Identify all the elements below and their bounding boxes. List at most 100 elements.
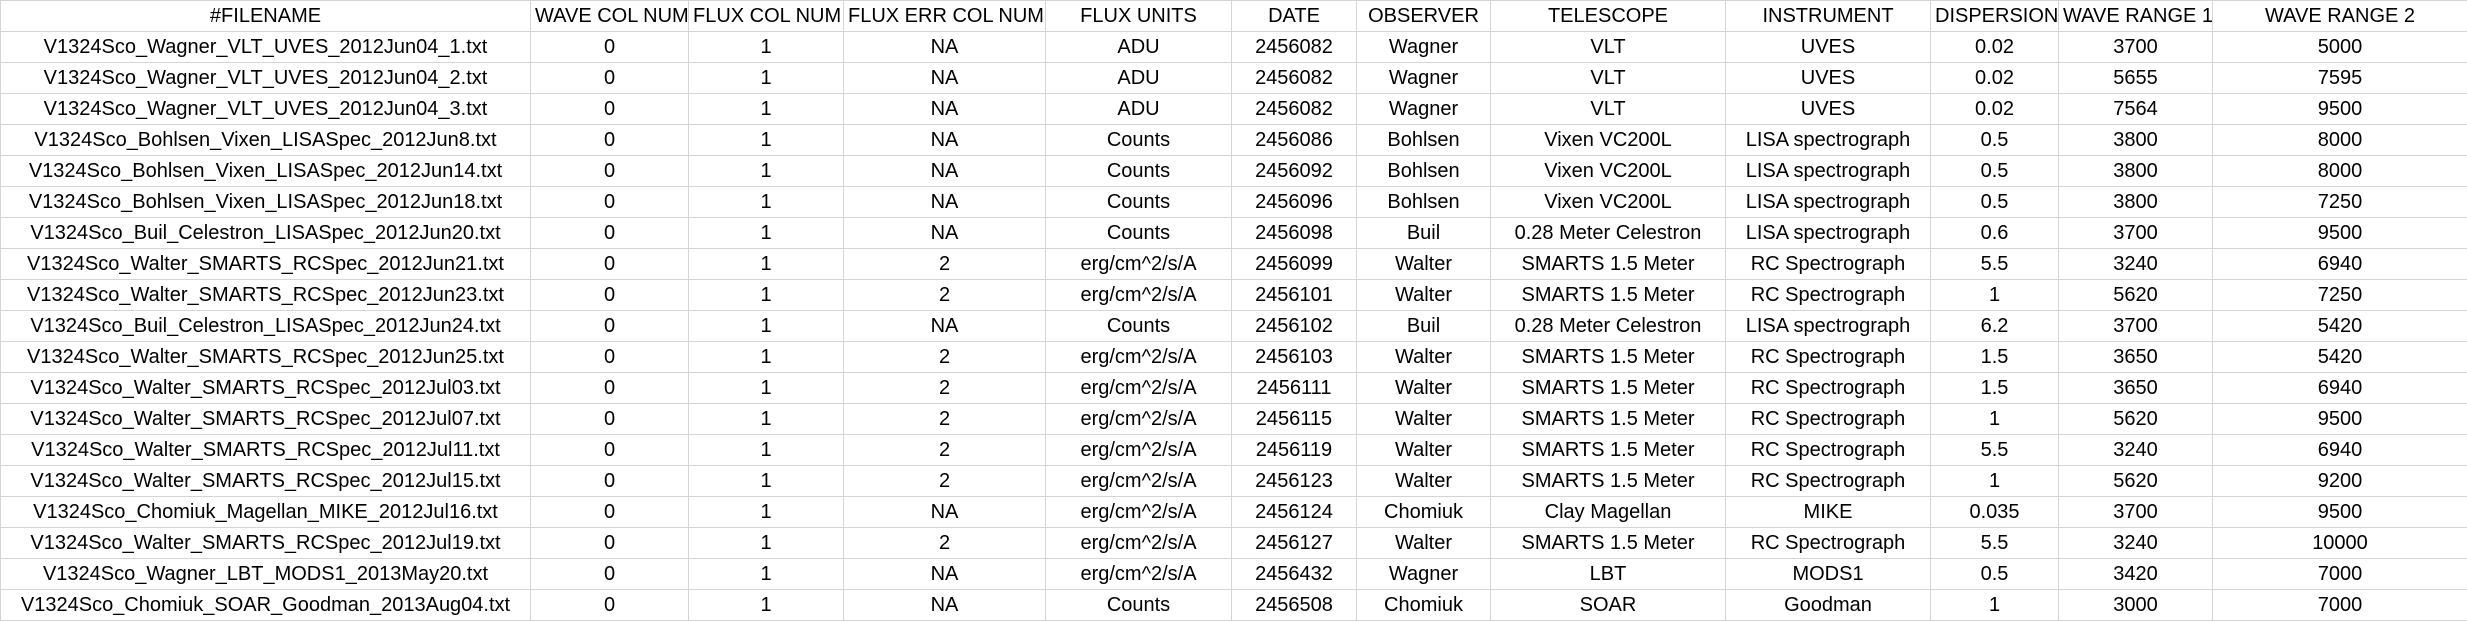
cell-wave-range-1[interactable]: 3000 <box>2059 590 2213 621</box>
cell-dispersion[interactable]: 0.02 <box>1931 94 2059 125</box>
cell-wave-range-2[interactable]: 7000 <box>2213 559 2467 590</box>
header-wave-col-num[interactable]: WAVE COL NUM <box>531 1 689 32</box>
cell-flux-units[interactable]: erg/cm^2/s/A <box>1046 342 1232 373</box>
cell-filename[interactable]: V1324Sco_Chomiuk_Magellan_MIKE_2012Jul16… <box>1 497 531 528</box>
cell-wave-range-1[interactable]: 3700 <box>2059 218 2213 249</box>
cell-observer[interactable]: Wagner <box>1357 32 1491 63</box>
cell-dispersion[interactable]: 0.5 <box>1931 187 2059 218</box>
cell-telescope[interactable]: VLT <box>1491 94 1726 125</box>
cell-date[interactable]: 2456127 <box>1232 528 1357 559</box>
cell-wave-range-1[interactable]: 3240 <box>2059 249 2213 280</box>
cell-flux-err-col-num[interactable]: NA <box>844 156 1046 187</box>
cell-telescope[interactable]: Vixen VC200L <box>1491 125 1726 156</box>
cell-flux-err-col-num[interactable]: 2 <box>844 249 1046 280</box>
cell-filename[interactable]: V1324Sco_Walter_SMARTS_RCSpec_2012Jul03.… <box>1 373 531 404</box>
cell-flux-col-num[interactable]: 1 <box>689 528 844 559</box>
cell-observer[interactable]: Buil <box>1357 311 1491 342</box>
cell-dispersion[interactable]: 6.2 <box>1931 311 2059 342</box>
cell-flux-col-num[interactable]: 1 <box>689 342 844 373</box>
cell-flux-units[interactable]: erg/cm^2/s/A <box>1046 249 1232 280</box>
cell-observer[interactable]: Wagner <box>1357 63 1491 94</box>
cell-date[interactable]: 2456432 <box>1232 559 1357 590</box>
cell-wave-range-2[interactable]: 6940 <box>2213 373 2467 404</box>
cell-telescope[interactable]: Clay Magellan <box>1491 497 1726 528</box>
cell-filename[interactable]: V1324Sco_Wagner_VLT_UVES_2012Jun04_2.txt <box>1 63 531 94</box>
cell-wave-range-1[interactable]: 3650 <box>2059 342 2213 373</box>
cell-filename[interactable]: V1324Sco_Walter_SMARTS_RCSpec_2012Jul07.… <box>1 404 531 435</box>
cell-flux-err-col-num[interactable]: NA <box>844 590 1046 621</box>
cell-flux-units[interactable]: ADU <box>1046 94 1232 125</box>
cell-telescope[interactable]: Vixen VC200L <box>1491 156 1726 187</box>
cell-filename[interactable]: V1324Sco_Walter_SMARTS_RCSpec_2012Jul11.… <box>1 435 531 466</box>
cell-wave-range-1[interactable]: 7564 <box>2059 94 2213 125</box>
cell-date[interactable]: 2456102 <box>1232 311 1357 342</box>
cell-wave-range-1[interactable]: 3800 <box>2059 156 2213 187</box>
cell-wave-col-num[interactable]: 0 <box>531 125 689 156</box>
cell-flux-err-col-num[interactable]: NA <box>844 94 1046 125</box>
header-wave-range-1[interactable]: WAVE RANGE 1 <box>2059 1 2213 32</box>
cell-instrument[interactable]: RC Spectrograph <box>1726 373 1931 404</box>
cell-wave-col-num[interactable]: 0 <box>531 435 689 466</box>
cell-wave-range-2[interactable]: 8000 <box>2213 125 2467 156</box>
cell-instrument[interactable]: UVES <box>1726 32 1931 63</box>
cell-dispersion[interactable]: 5.5 <box>1931 435 2059 466</box>
cell-observer[interactable]: Walter <box>1357 435 1491 466</box>
cell-filename[interactable]: V1324Sco_Buil_Celestron_LISASpec_2012Jun… <box>1 218 531 249</box>
cell-telescope[interactable]: SMARTS 1.5 Meter <box>1491 249 1726 280</box>
cell-flux-col-num[interactable]: 1 <box>689 466 844 497</box>
cell-telescope[interactable]: SMARTS 1.5 Meter <box>1491 528 1726 559</box>
cell-observer[interactable]: Bohlsen <box>1357 187 1491 218</box>
cell-wave-range-2[interactable]: 9500 <box>2213 94 2467 125</box>
cell-date[interactable]: 2456119 <box>1232 435 1357 466</box>
cell-flux-col-num[interactable]: 1 <box>689 218 844 249</box>
cell-flux-err-col-num[interactable]: 2 <box>844 404 1046 435</box>
cell-wave-range-2[interactable]: 7250 <box>2213 187 2467 218</box>
header-date[interactable]: DATE <box>1232 1 1357 32</box>
cell-filename[interactable]: V1324Sco_Bohlsen_Vixen_LISASpec_2012Jun8… <box>1 125 531 156</box>
cell-filename[interactable]: V1324Sco_Wagner_VLT_UVES_2012Jun04_1.txt <box>1 32 531 63</box>
cell-telescope[interactable]: SMARTS 1.5 Meter <box>1491 280 1726 311</box>
cell-instrument[interactable]: MODS1 <box>1726 559 1931 590</box>
cell-telescope[interactable]: LBT <box>1491 559 1726 590</box>
cell-wave-col-num[interactable]: 0 <box>531 94 689 125</box>
cell-wave-col-num[interactable]: 0 <box>531 218 689 249</box>
cell-flux-err-col-num[interactable]: NA <box>844 187 1046 218</box>
cell-filename[interactable]: V1324Sco_Wagner_VLT_UVES_2012Jun04_3.txt <box>1 94 531 125</box>
cell-dispersion[interactable]: 0.5 <box>1931 125 2059 156</box>
cell-flux-units[interactable]: ADU <box>1046 32 1232 63</box>
cell-wave-col-num[interactable]: 0 <box>531 528 689 559</box>
cell-wave-col-num[interactable]: 0 <box>531 187 689 218</box>
cell-filename[interactable]: V1324Sco_Walter_SMARTS_RCSpec_2012Jun23.… <box>1 280 531 311</box>
cell-date[interactable]: 2456099 <box>1232 249 1357 280</box>
cell-dispersion[interactable]: 0.035 <box>1931 497 2059 528</box>
cell-wave-col-num[interactable]: 0 <box>531 280 689 311</box>
cell-filename[interactable]: V1324Sco_Wagner_LBT_MODS1_2013May20.txt <box>1 559 531 590</box>
cell-wave-range-2[interactable]: 7000 <box>2213 590 2467 621</box>
cell-dispersion[interactable]: 5.5 <box>1931 249 2059 280</box>
cell-observer[interactable]: Chomiuk <box>1357 497 1491 528</box>
cell-observer[interactable]: Walter <box>1357 528 1491 559</box>
cell-flux-col-num[interactable]: 1 <box>689 156 844 187</box>
cell-observer[interactable]: Chomiuk <box>1357 590 1491 621</box>
cell-flux-err-col-num[interactable]: 2 <box>844 342 1046 373</box>
cell-dispersion[interactable]: 1 <box>1931 590 2059 621</box>
cell-flux-err-col-num[interactable]: NA <box>844 125 1046 156</box>
cell-flux-err-col-num[interactable]: NA <box>844 63 1046 94</box>
cell-wave-range-2[interactable]: 9200 <box>2213 466 2467 497</box>
cell-observer[interactable]: Walter <box>1357 373 1491 404</box>
cell-date[interactable]: 2456092 <box>1232 156 1357 187</box>
cell-observer[interactable]: Buil <box>1357 218 1491 249</box>
cell-telescope[interactable]: SMARTS 1.5 Meter <box>1491 435 1726 466</box>
cell-dispersion[interactable]: 1.5 <box>1931 342 2059 373</box>
cell-wave-range-1[interactable]: 3800 <box>2059 125 2213 156</box>
cell-filename[interactable]: V1324Sco_Bohlsen_Vixen_LISASpec_2012Jun1… <box>1 156 531 187</box>
cell-flux-units[interactable]: erg/cm^2/s/A <box>1046 404 1232 435</box>
cell-flux-col-num[interactable]: 1 <box>689 497 844 528</box>
cell-date[interactable]: 2456082 <box>1232 63 1357 94</box>
cell-flux-col-num[interactable]: 1 <box>689 559 844 590</box>
cell-date[interactable]: 2456086 <box>1232 125 1357 156</box>
cell-wave-range-2[interactable]: 9500 <box>2213 218 2467 249</box>
cell-filename[interactable]: V1324Sco_Bohlsen_Vixen_LISASpec_2012Jun1… <box>1 187 531 218</box>
cell-flux-units[interactable]: erg/cm^2/s/A <box>1046 528 1232 559</box>
cell-wave-range-1[interactable]: 5655 <box>2059 63 2213 94</box>
